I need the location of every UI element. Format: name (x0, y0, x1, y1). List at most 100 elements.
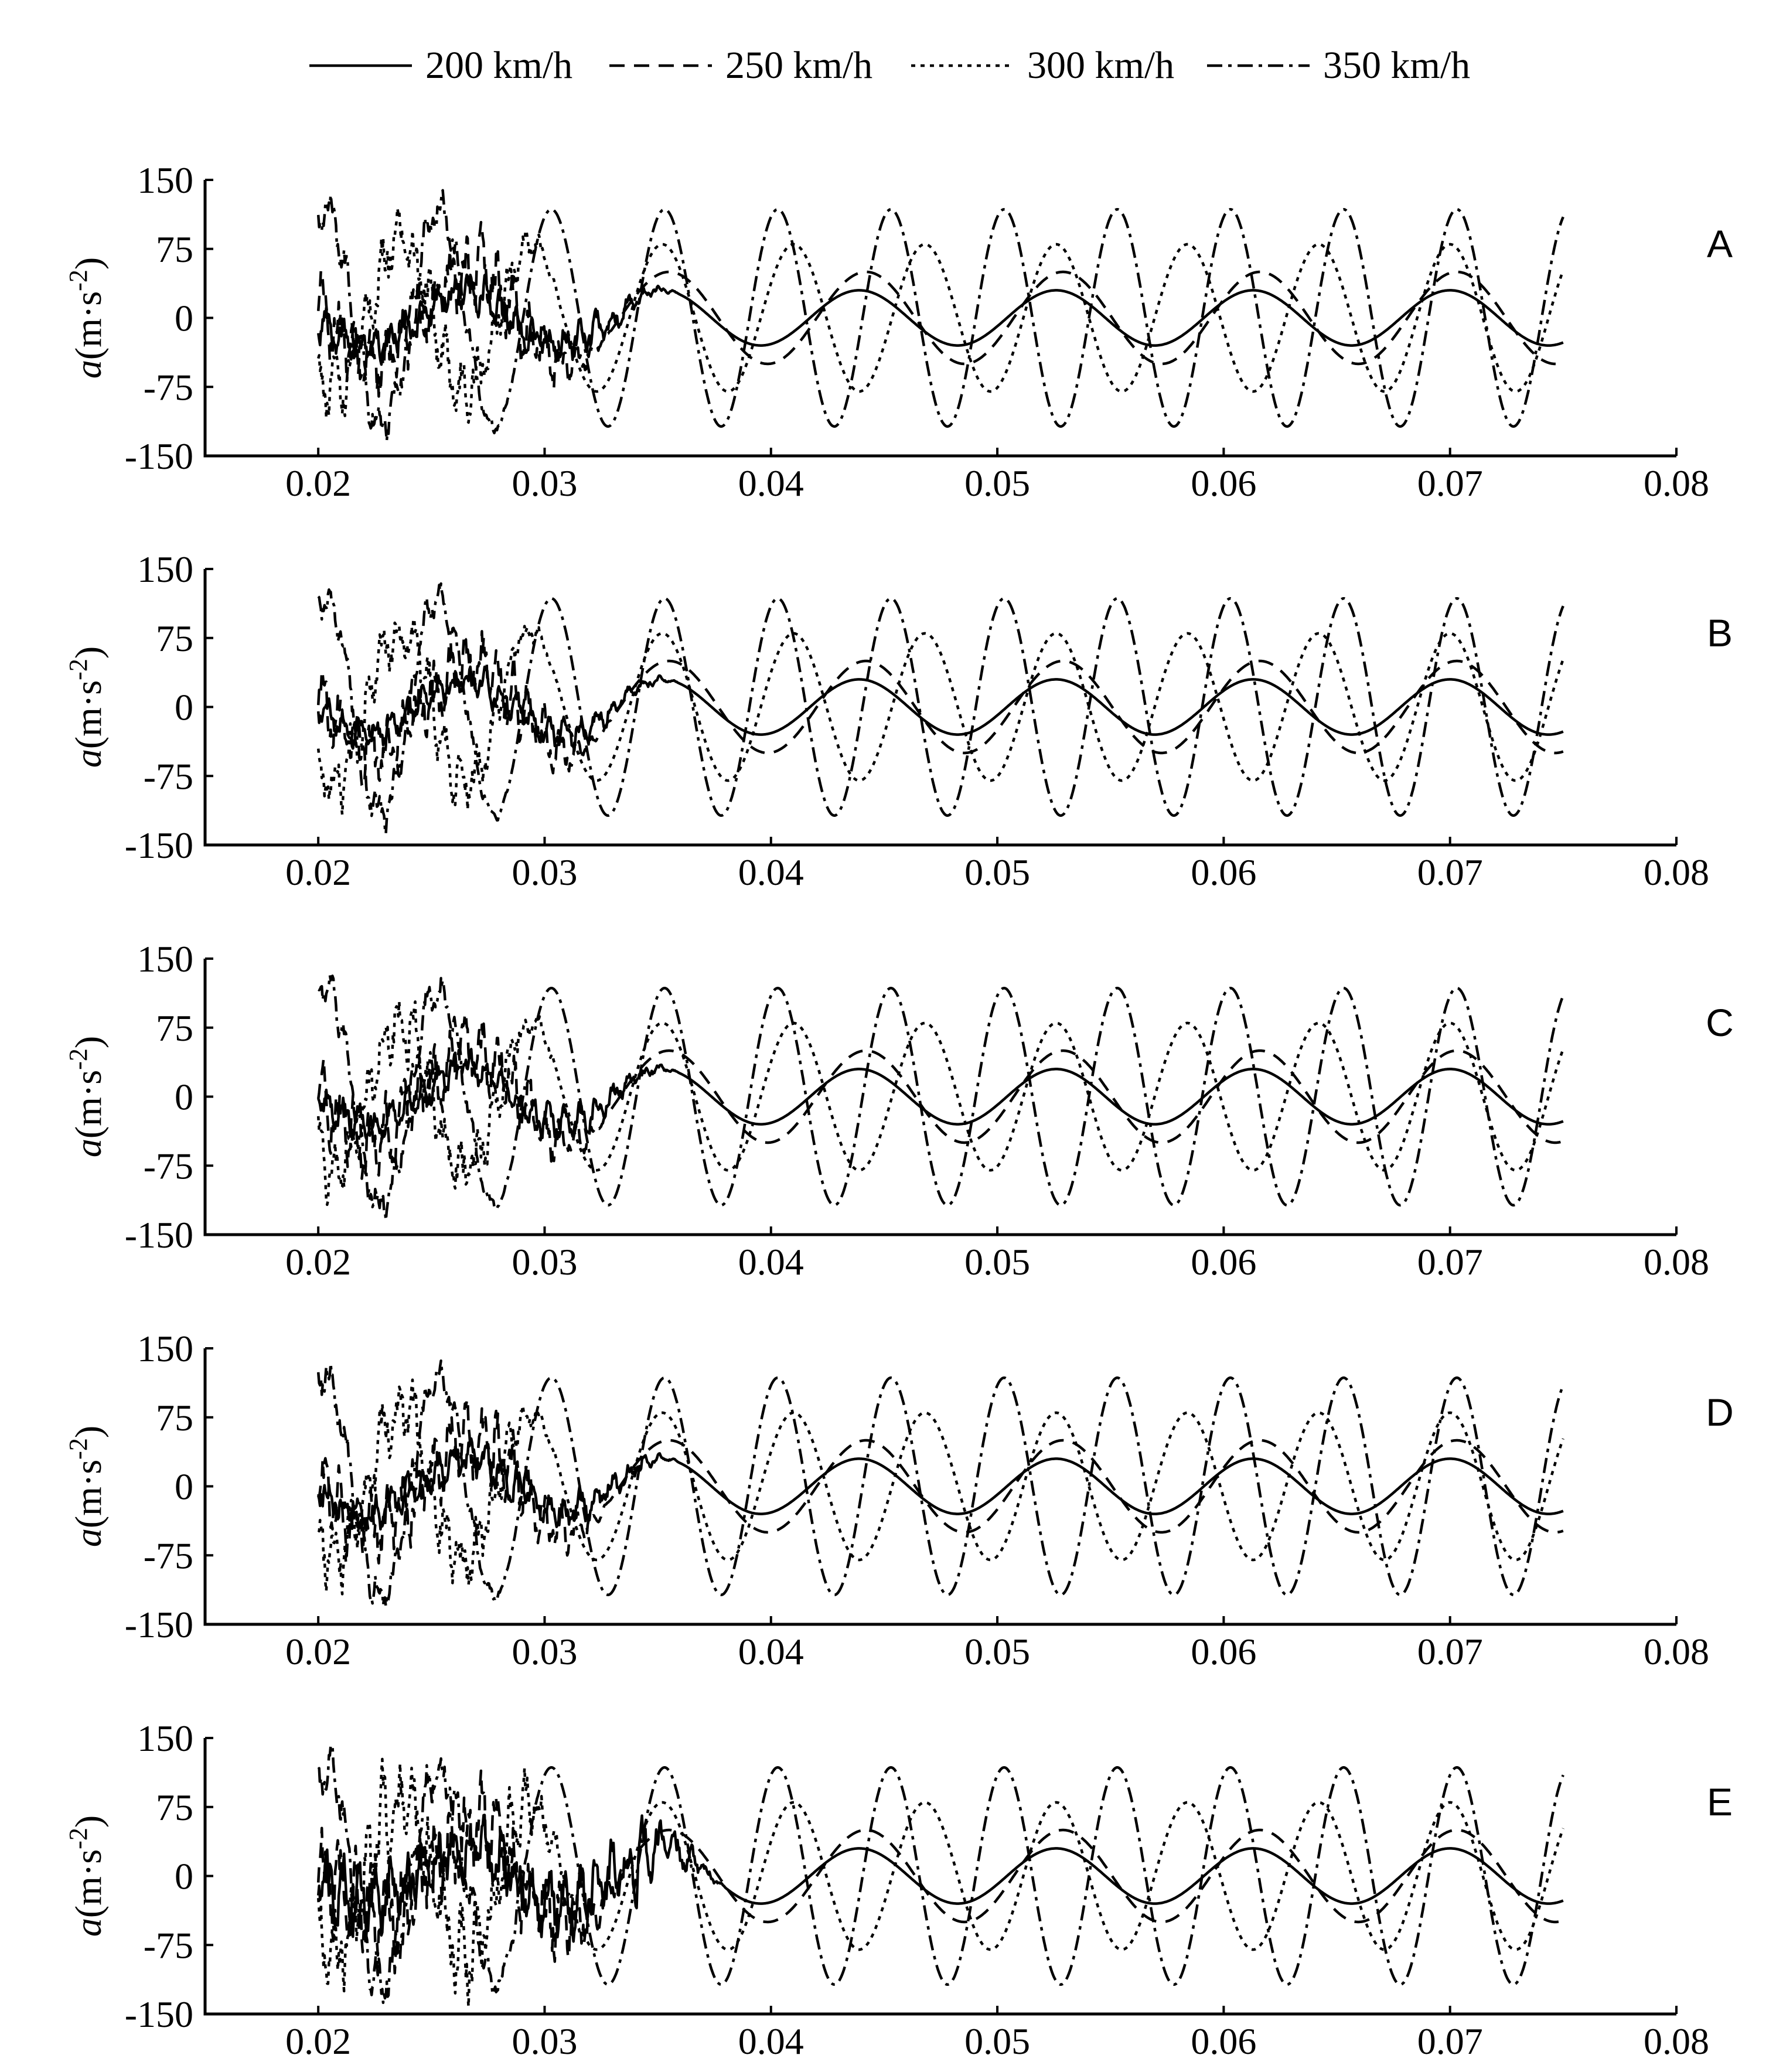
x-tick-label: 0.08 (1644, 851, 1709, 893)
panel-label: D (1706, 1391, 1734, 1434)
legend-label: 250 km/h (725, 44, 872, 87)
x-tick-label: 0.06 (1191, 462, 1256, 504)
x-tick-label: 0.05 (964, 851, 1030, 893)
y-tick-label: -75 (144, 1145, 193, 1187)
y-tick-label: 75 (156, 1787, 193, 1828)
y-tick-label: 0 (175, 1466, 193, 1508)
x-tick-label: 0.05 (964, 1631, 1030, 1672)
series-300-km-h (317, 206, 1564, 424)
panel-B: 150 75 0 -75 -150 0.02 0.03 0.04 0.05 0.06 0.07 0.0… (64, 548, 1733, 893)
y-tick-label: 150 (137, 548, 193, 590)
x-tick-label: 0.07 (1417, 462, 1483, 504)
legend-label: 350 km/h (1323, 44, 1470, 87)
x-tick-label: 0.02 (285, 2020, 351, 2062)
y-tick-label: 75 (156, 1397, 193, 1439)
x-tick-label: 0.07 (1417, 1241, 1483, 1283)
y-tick-label: 150 (137, 1717, 193, 1759)
x-tick-label: 0.03 (512, 1241, 577, 1283)
x-tick-label: 0.08 (1644, 1241, 1709, 1283)
x-tick-label: 0.04 (738, 851, 804, 893)
y-axis-label: a(m·s-2) (64, 1426, 109, 1547)
x-tick-label: 0.07 (1417, 851, 1483, 893)
x-tick-label: 0.06 (1191, 1241, 1256, 1283)
x-tick-label: 0.05 (964, 2020, 1030, 2062)
y-tick-label: 75 (156, 1007, 193, 1049)
panel-label: B (1707, 611, 1733, 655)
legend-label: 200 km/h (425, 44, 572, 87)
x-tick-label: 0.08 (1644, 462, 1709, 504)
panel-C: 150 75 0 -75 -150 0.02 0.03 0.04 0.05 0.06 0.07 0.0… (64, 938, 1734, 1283)
x-tick-label: 0.04 (738, 1241, 804, 1283)
series-250-km-h (317, 1397, 1564, 1565)
x-tick-label: 0.03 (512, 462, 577, 504)
x-tick-label: 0.03 (512, 2020, 577, 2062)
series-300-km-h (316, 617, 1564, 816)
panel-A: 150 75 0 -75 -150 0.02 0.03 0.04 0.05 0.06 0.07 0.0… (64, 159, 1733, 504)
y-tick-label: 75 (156, 618, 193, 659)
y-tick-label: -75 (144, 366, 193, 408)
y-axis-label: a(m·s-2) (64, 257, 109, 379)
y-tick-label: -150 (125, 1214, 193, 1256)
y-tick-label: -75 (144, 1535, 193, 1576)
legend: 200 km/h 250 km/h 300 km/h 350 km/h (309, 44, 1470, 87)
x-tick-label: 0.05 (964, 1241, 1030, 1283)
y-tick-label: -150 (125, 1604, 193, 1645)
panels: 150 75 0 -75 -150 0.02 0.03 0.04 0.05 0.06 0.07 0.0… (64, 159, 1734, 2062)
y-tick-label: -150 (125, 435, 193, 477)
x-tick-label: 0.07 (1417, 2020, 1483, 2062)
panel-label: E (1707, 1780, 1733, 1824)
x-tick-label: 0.02 (285, 1631, 351, 1672)
x-tick-label: 0.06 (1191, 1631, 1256, 1672)
x-tick-label: 0.06 (1191, 851, 1256, 893)
panel-D: 150 75 0 -75 -150 0.02 0.03 0.04 0.05 0.06 0.07 0.0… (64, 1328, 1734, 1672)
axes (203, 569, 1676, 847)
x-tick-label: 0.08 (1644, 1631, 1709, 1672)
y-tick-label: 0 (175, 1856, 193, 1897)
y-axis-label: a(m·s-2) (64, 1815, 109, 1937)
series-200-km-h (317, 1437, 1564, 1532)
series-350-km-h (317, 1744, 1564, 2005)
series-300-km-h (316, 1000, 1564, 1207)
x-tick-label: 0.02 (285, 1241, 351, 1283)
series-350-km-h (317, 582, 1564, 836)
series-300-km-h (316, 1757, 1564, 2008)
x-tick-label: 0.02 (285, 462, 351, 504)
x-tick-label: 0.03 (512, 1631, 577, 1672)
y-axis-label: a(m·s-2) (64, 1036, 109, 1157)
x-tick-label: 0.04 (738, 2020, 804, 2062)
series-250-km-h (316, 1011, 1564, 1180)
x-tick-label: 0.03 (512, 851, 577, 893)
series-200-km-h (316, 665, 1564, 752)
panel-label: C (1706, 1001, 1734, 1044)
y-tick-label: -150 (125, 824, 193, 866)
x-tick-label: 0.04 (738, 1631, 804, 1672)
legend-label: 300 km/h (1027, 44, 1174, 87)
series-350-km-h (316, 1359, 1564, 1608)
y-tick-label: 0 (175, 687, 193, 728)
x-tick-label: 0.05 (964, 462, 1030, 504)
y-axis-label: a(m·s-2) (64, 646, 109, 768)
series-200-km-h (316, 1814, 1564, 1943)
series-250-km-h (316, 1769, 1564, 1975)
series-350-km-h (318, 973, 1564, 1222)
y-tick-label: 0 (175, 298, 193, 339)
panel-E: 150 75 0 -75 -150 0.02 0.03 0.04 0.05 0.06 0.07 0.0… (64, 1717, 1733, 2062)
x-tick-label: 0.08 (1644, 2020, 1709, 2062)
y-tick-label: -75 (144, 1924, 193, 1966)
series-200-km-h (316, 273, 1564, 366)
y-tick-label: 150 (137, 159, 193, 201)
series-300-km-h (317, 1378, 1564, 1596)
y-tick-label: 0 (175, 1076, 193, 1118)
y-tick-label: -150 (125, 1993, 193, 2035)
y-tick-label: 150 (137, 1328, 193, 1369)
series-200-km-h (317, 1048, 1564, 1140)
panel-label: A (1707, 222, 1733, 265)
x-tick-label: 0.06 (1191, 2020, 1256, 2062)
x-tick-label: 0.02 (285, 851, 351, 893)
x-tick-label: 0.07 (1417, 1631, 1483, 1672)
series-250-km-h (316, 220, 1564, 398)
y-tick-label: -75 (144, 755, 193, 797)
x-tick-label: 0.04 (738, 462, 804, 504)
y-tick-label: 150 (137, 938, 193, 980)
